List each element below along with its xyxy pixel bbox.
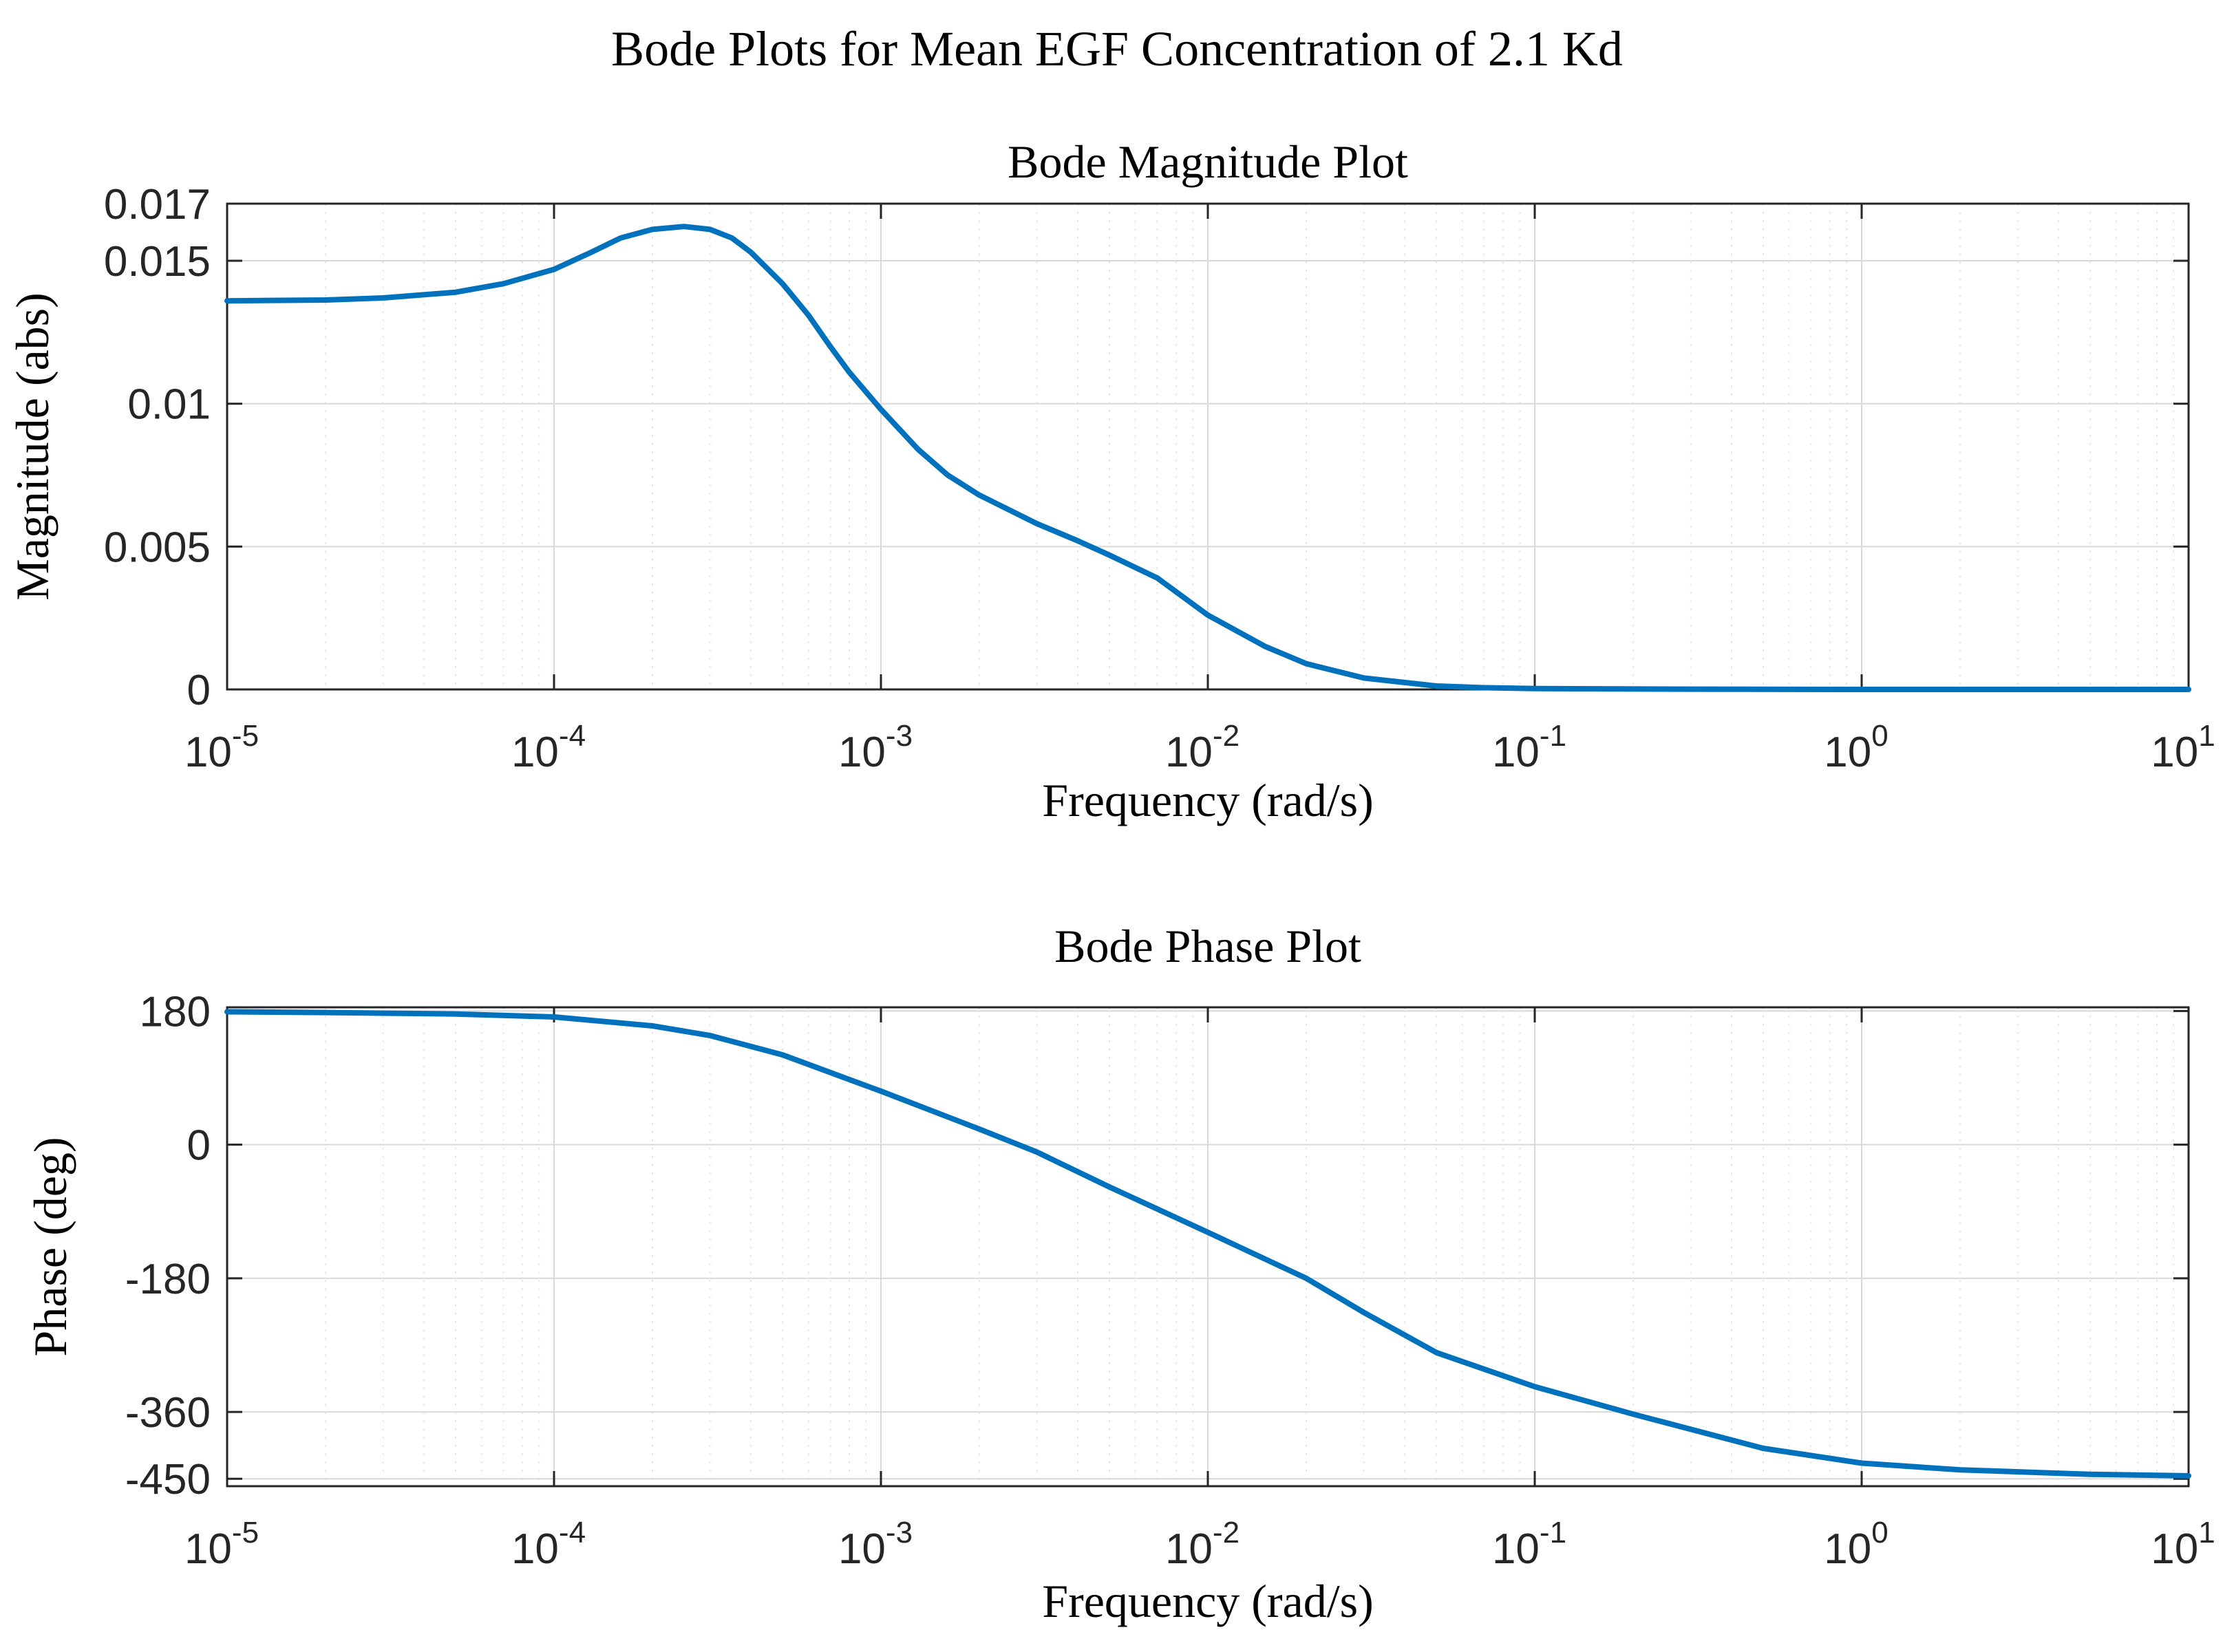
- phase-x-axis-label: Frequency (rad/s): [1042, 1575, 1373, 1627]
- magnitude-x-tick-label: 101: [2151, 719, 2215, 776]
- magnitude-x-tick-label: 10-3: [838, 719, 913, 776]
- phase-ticks: 10-5 10-4 10-3 10-2 10-1 100 101 180 0 -180 -360 -4…: [125, 988, 2215, 1573]
- magnitude-y-tick-label: 0.017: [104, 181, 211, 228]
- magnitude-x-tick-label: 10-5: [184, 719, 259, 776]
- figure-suptitle: Bode Plots for Mean EGF Concentration of…: [611, 21, 1623, 76]
- phase-x-tick-label: 10-4: [511, 1516, 586, 1573]
- magnitude-x-tick-label: 100: [1824, 719, 1888, 776]
- phase-y-tick-label: -360: [125, 1389, 211, 1437]
- phase-x-tick-label: 10-5: [184, 1516, 259, 1573]
- magnitude-plot-title: Bode Magnitude Plot: [1008, 136, 1408, 188]
- phase-x-tick-label: 10-2: [1165, 1516, 1240, 1573]
- phase-x-tick-label: 101: [2151, 1516, 2215, 1573]
- phase-plot: 10-5 10-4 10-3 10-2 10-1 100 101 180 0 -180 -360 -4…: [24, 920, 2215, 1627]
- phase-x-tick-label: 10-1: [1492, 1516, 1566, 1573]
- phase-x-tick-label: 100: [1824, 1516, 1888, 1573]
- phase-y-axis-label: Phase (deg): [24, 1137, 76, 1356]
- phase-x-tick-label: 10-3: [838, 1516, 913, 1573]
- magnitude-x-tick-label: 10-4: [511, 719, 586, 776]
- magnitude-x-tick-label: 10-1: [1492, 719, 1566, 776]
- magnitude-y-tick-label: 0: [187, 667, 211, 714]
- phase-series-line: [224, 1009, 2191, 1479]
- magnitude-plot: 10-5 10-4 10-3 10-2 10-1 100 101 0 0.005 0.01 0.01…: [6, 136, 2215, 826]
- magnitude-series-line: [224, 224, 2191, 692]
- magnitude-y-tick-label: 0.01: [127, 381, 211, 429]
- phase-y-tick-label: 0: [187, 1122, 211, 1170]
- magnitude-y-tick-label: 0.015: [104, 238, 211, 286]
- phase-y-tick-label: -450: [125, 1456, 211, 1503]
- phase-plot-title: Bode Phase Plot: [1054, 920, 1361, 972]
- phase-y-tick-label: 180: [140, 988, 211, 1036]
- magnitude-x-axis-label: Frequency (rad/s): [1042, 774, 1373, 826]
- magnitude-ticks: 10-5 10-4 10-3 10-2 10-1 100 101 0 0.005 0.01 0.01…: [104, 181, 2215, 776]
- magnitude-y-axis-label: Magnitude (abs): [6, 292, 58, 601]
- magnitude-y-tick-label: 0.005: [104, 524, 211, 571]
- magnitude-x-tick-label: 10-2: [1165, 719, 1240, 776]
- phase-y-tick-label: -180: [125, 1256, 211, 1303]
